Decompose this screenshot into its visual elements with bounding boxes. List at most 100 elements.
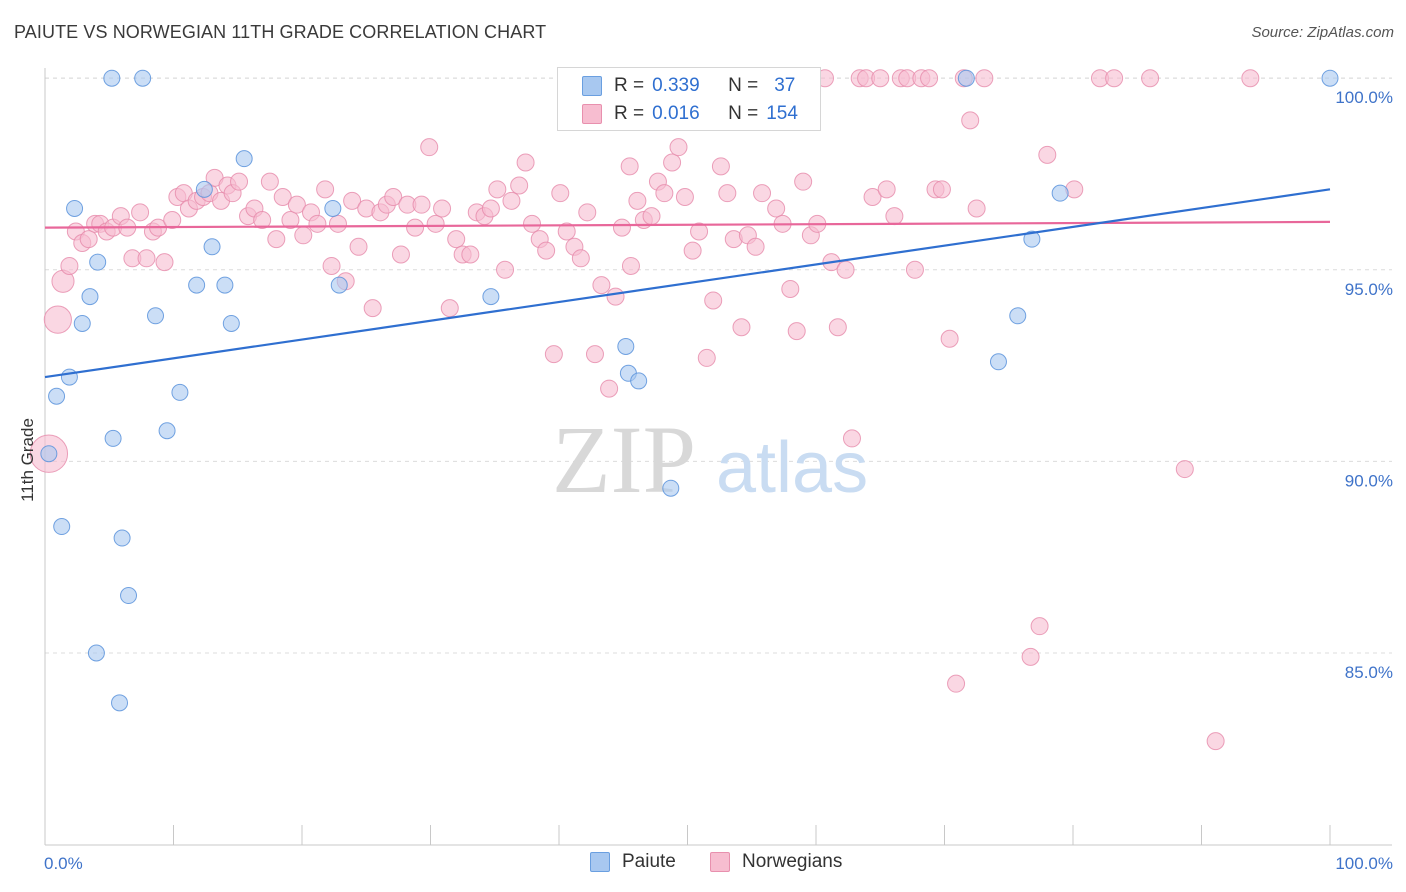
- norwegians-point: [877, 180, 896, 199]
- norwegians-point: [746, 237, 765, 256]
- paiute-point: [111, 694, 129, 712]
- norwegians-point: [683, 241, 702, 260]
- norwegians-point: [349, 237, 368, 256]
- paiute-point: [1023, 230, 1041, 248]
- n-value: 37: [774, 75, 796, 96]
- paiute-point: [87, 644, 105, 662]
- norwegians-point: [343, 191, 362, 210]
- norwegians-point: [131, 203, 150, 222]
- norwegians-point: [510, 176, 529, 195]
- norwegians-point: [1175, 460, 1194, 479]
- norwegians-trend-line: [44, 220, 1331, 229]
- norwegians-swatch: [582, 104, 602, 124]
- norwegians-point: [753, 184, 772, 203]
- norwegians-point: [433, 199, 452, 218]
- norwegians-point: [663, 153, 682, 172]
- paiute-point: [617, 337, 635, 355]
- legend-label: Paiute: [622, 851, 676, 872]
- norwegians-point: [1206, 732, 1225, 751]
- paiute-point: [113, 529, 131, 547]
- norwegians-point: [718, 184, 737, 203]
- paiute-points: [40, 69, 1339, 712]
- series-legend: Paiute Norwegians: [0, 851, 1406, 877]
- norwegians-point: [905, 260, 924, 279]
- norwegians-point: [406, 218, 425, 237]
- norwegians-point: [537, 241, 556, 260]
- norwegians-point: [281, 210, 300, 229]
- paiute-swatch: [590, 852, 610, 872]
- norwegians-point: [642, 207, 661, 226]
- norwegians-point: [932, 180, 951, 199]
- norwegians-point: [1241, 69, 1260, 88]
- norwegians-point: [461, 245, 480, 264]
- norwegians-point: [155, 253, 174, 272]
- legend-item-norwegians[interactable]: Norwegians: [710, 851, 842, 873]
- norwegians-point: [551, 184, 570, 203]
- norwegians-point: [967, 199, 986, 218]
- watermark-atlas: atlas: [716, 428, 868, 508]
- stats-row-norwegians: R = 0.016 N = 154: [582, 100, 798, 128]
- norwegians-point: [440, 299, 459, 318]
- norwegians-point: [43, 305, 72, 334]
- norwegians-point: [544, 345, 563, 364]
- paiute-point: [216, 276, 234, 294]
- norwegians-point: [1030, 617, 1049, 636]
- y-tick-labels: 85.0% 90.0% 95.0% 100.0%: [1335, 88, 1393, 682]
- norwegians-point: [704, 291, 723, 310]
- n-label: N =: [728, 75, 759, 96]
- legend-item-paiute[interactable]: Paiute: [590, 851, 676, 873]
- y-tick-label: 100.0%: [1335, 88, 1393, 107]
- trend-lines: [44, 188, 1331, 379]
- norwegians-point: [655, 184, 674, 203]
- paiute-point: [188, 276, 206, 294]
- source-label: Source: ZipAtlas.com: [1251, 24, 1394, 41]
- norwegians-point: [496, 260, 515, 279]
- paiute-swatch: [582, 76, 602, 96]
- x-tick-label: 100.0%: [1335, 854, 1393, 873]
- norwegians-point: [79, 230, 98, 249]
- watermark: ZIP atlas: [552, 406, 868, 513]
- paiute-point: [662, 479, 680, 497]
- r-label: R =: [614, 103, 645, 124]
- paiute-point: [330, 276, 348, 294]
- norwegians-point: [606, 287, 625, 306]
- paiute-point: [482, 288, 500, 306]
- norwegians-point: [961, 111, 980, 130]
- x-tick-labels: 0.0% 100.0%: [44, 854, 1393, 873]
- paiute-point: [104, 429, 122, 447]
- paiute-point: [103, 69, 121, 87]
- norwegians-point: [267, 230, 286, 249]
- n-label: N =: [728, 103, 759, 124]
- r-label: R =: [614, 75, 645, 96]
- n-value: 154: [766, 103, 798, 124]
- norwegians-point: [322, 256, 341, 275]
- norwegians-point: [163, 210, 182, 229]
- paiute-point: [630, 372, 648, 390]
- paiute-point: [120, 587, 138, 605]
- norwegians-point: [502, 191, 521, 210]
- norwegians-point: [316, 180, 335, 199]
- paiute-point: [73, 314, 91, 332]
- norwegians-point: [523, 214, 542, 233]
- norwegians-point: [612, 218, 631, 237]
- norwegians-point: [1021, 647, 1040, 666]
- norwegians-point: [697, 348, 716, 367]
- norwegians-point: [260, 172, 279, 191]
- norwegians-point: [578, 203, 597, 222]
- norwegians-point: [384, 187, 403, 206]
- paiute-point: [147, 307, 165, 325]
- norwegians-point: [308, 214, 327, 233]
- stats-row-paiute: R = 0.339 N = 37: [582, 72, 795, 100]
- norwegians-point: [1038, 145, 1057, 164]
- y-tick-label: 95.0%: [1345, 280, 1393, 299]
- paiute-point: [324, 199, 342, 217]
- norwegians-point: [294, 226, 313, 245]
- norwegians-point: [842, 429, 861, 448]
- norwegians-point: [828, 318, 847, 337]
- norwegians-point: [447, 230, 466, 249]
- y-tick-label: 90.0%: [1345, 471, 1393, 490]
- norwegians-point: [621, 256, 640, 275]
- norwegians-point: [767, 199, 786, 218]
- paiute-point: [1009, 307, 1027, 325]
- norwegians-point: [287, 195, 306, 214]
